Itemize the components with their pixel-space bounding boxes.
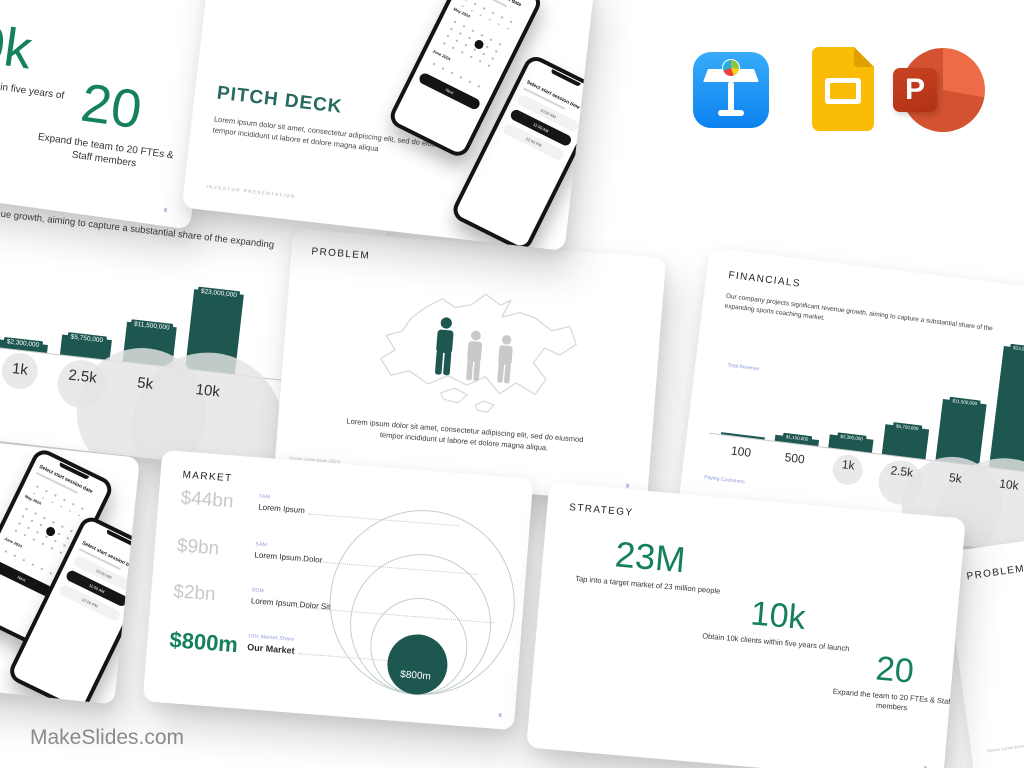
bar-value-label: $2,300,000 <box>837 432 867 443</box>
slide-title: PROBLEM <box>311 246 371 262</box>
stat-market: 23M Tap into a target market of 23 milli… <box>563 532 737 598</box>
market-label: Our Market <box>246 642 296 656</box>
bar-1k: $2,300,000 <box>0 336 48 353</box>
keynote-pie-chart <box>722 59 740 77</box>
slide-footer: INVESTOR PRESENTATION <box>206 183 297 200</box>
bar-1k: $2,300,000 <box>828 432 874 453</box>
market-tag: 10% Market Share <box>247 633 295 643</box>
slide-strategy: STRATEGY 23M Tap into a target market of… <box>526 482 966 768</box>
bar-value-label: $23,000,000 <box>197 286 241 301</box>
market-value: $44bn <box>179 487 235 513</box>
bar-value-label: $5,750,000 <box>67 332 107 346</box>
bar-500: $1,150,000 <box>774 432 820 447</box>
stat-value: 20 <box>874 649 916 691</box>
market-value: $9bn <box>176 535 220 560</box>
bar-value-label: $5,750,000 <box>892 422 922 433</box>
google-slides-icon <box>812 47 874 131</box>
selected-day-dot <box>44 525 57 538</box>
market-row-som: $2bn SOM Lorem Ipsum Dolor Sit <box>172 581 331 615</box>
stat-team: 20 Expand the team to 20 FTEs & Staff me… <box>819 647 966 719</box>
slide-app-mockups-partial: Select start session date May 2024 June … <box>0 419 140 705</box>
bar-2-5k: $5,750,000 <box>881 422 930 460</box>
page-number <box>163 207 168 213</box>
slide-market: MARKET $44bn TAM Lorem Ipsum $9bn SAM Lo… <box>142 449 534 731</box>
nested-market-circles <box>329 510 515 696</box>
bar-10k: $23,000,000 <box>989 343 1024 473</box>
selected-day-dot <box>472 38 485 51</box>
market-row-sam: $9bn SAM Lorem Ipsum Dolor <box>176 535 323 568</box>
bar-value-label: $11,500,000 <box>949 396 981 408</box>
stat-clients: 10k Obtain 10k clients within five years… <box>688 591 867 655</box>
keynote-podium-base <box>718 110 744 116</box>
powerpoint-icon: P <box>893 46 985 136</box>
bar-value-label: $11,500,000 <box>130 319 173 333</box>
source-note: Source: Lorem Ipsum (2024) <box>986 741 1024 754</box>
slide-title: STRATEGY <box>568 502 634 519</box>
brand-watermark: MakeSlides.com <box>30 726 185 749</box>
bar-value-label: $23,000,000 <box>1009 343 1024 355</box>
map-outline-graphic <box>379 293 577 413</box>
bar-value-label: $1,150,000 <box>782 432 812 444</box>
bar-5k: $11,500,000 <box>935 396 987 466</box>
market-tag: TAM <box>258 493 271 501</box>
person-icon-highlighted <box>435 317 454 376</box>
market-value: $800m <box>168 626 239 658</box>
powerpoint-letter-badge: P <box>893 68 937 112</box>
slide-pitch-deck: PITCH DECK Lorem ipsum dolor sit amet, c… <box>181 0 596 251</box>
keynote-podium-stem <box>728 82 734 111</box>
phone-notch <box>105 529 137 548</box>
stat-team: 20 Expand the team to 20 FTEs & Staff me… <box>26 69 192 177</box>
bar-value-label: $2,300,000 <box>3 336 43 351</box>
phone-notch <box>550 69 581 87</box>
slides-frame <box>825 78 861 104</box>
market-label: Lorem Ipsum <box>257 502 306 516</box>
page-number <box>625 483 630 488</box>
x-tick-label: 500 <box>783 450 806 467</box>
slide-title: MARKET <box>182 469 233 485</box>
market-value: $2bn <box>172 581 217 606</box>
x-tick-label: 100 <box>730 443 752 460</box>
keynote-icon <box>693 52 769 128</box>
slide-problem: PROBLEM Lorem ipsum dolor sit amet, cons… <box>273 228 667 504</box>
market-row-tam: $44bn TAM Lorem Ipsum <box>180 487 306 519</box>
person-icon-gray <box>497 335 513 384</box>
market-row-our-market: $800m 10% Market Share Our Market <box>169 627 296 663</box>
bar-100 <box>721 432 765 440</box>
slide-title: PROBLEM <box>966 563 1024 583</box>
page-number <box>498 712 502 718</box>
slide-title: PITCH DECK <box>215 82 344 118</box>
bar-2-5k: $5,750,000 <box>59 332 112 361</box>
person-icon-gray <box>466 330 483 381</box>
market-label: Lorem Ipsum Dolor <box>254 550 323 565</box>
x-axis-label: Paying Customers <box>703 474 746 486</box>
slide-title: FINANCIALS <box>727 269 802 290</box>
